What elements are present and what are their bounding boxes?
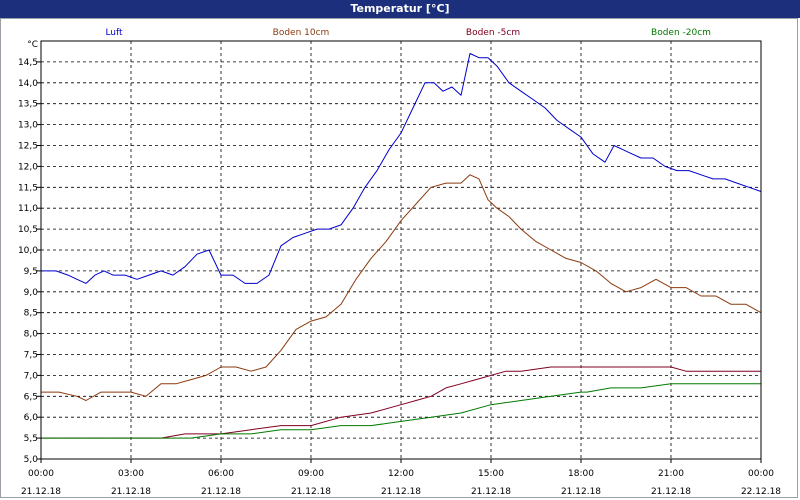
y-tick-label: 7,5 <box>24 351 38 361</box>
y-tick-label: 9,5 <box>24 267 38 277</box>
legend-entry-1: Luft <box>105 28 123 38</box>
chart-title: Temperatur [°C] <box>0 0 800 18</box>
x-tick-date-label: 21.12.18 <box>291 487 331 497</box>
series-line-1 <box>41 53 762 284</box>
y-tick-label: 14,0 <box>18 79 38 89</box>
y-tick-label: 12,0 <box>18 162 38 172</box>
x-tick-date-label: 21.12.18 <box>201 487 241 497</box>
y-tick-label: 6,0 <box>24 413 39 423</box>
series-layer <box>41 53 762 439</box>
x-tick-time-label: 18:00 <box>568 469 594 479</box>
legend-entry-2: Boden 10cm <box>273 28 330 38</box>
y-tick-label: 12,5 <box>18 142 38 152</box>
y-tick-label: 5,5 <box>24 434 38 444</box>
x-tick-date-label: 21.12.18 <box>651 487 691 497</box>
x-tick-time-label: 21:00 <box>658 469 684 479</box>
x-tick-date-label: 21.12.18 <box>381 487 421 497</box>
y-tick-label: 5,0 <box>24 455 39 465</box>
legend: Luft Boden 10cm Boden -5cm Boden -20cm <box>105 28 711 38</box>
x-tick-date-label: 21.12.18 <box>471 487 511 497</box>
series-line-2 <box>41 174 762 401</box>
x-tick-time-label: 00:00 <box>748 469 774 479</box>
legend-entry-4: Boden -20cm <box>651 28 711 38</box>
y-tick-label: 8,5 <box>24 309 38 319</box>
y-tick-label: 11,0 <box>18 204 38 214</box>
y-tick-label: 13,0 <box>18 121 38 131</box>
y-tick-label: 11,5 <box>18 183 38 193</box>
x-tick-date-label: 22.12.18 <box>741 487 781 497</box>
series-line-4 <box>41 383 761 439</box>
y-tick-label: 6,5 <box>24 392 38 402</box>
y-tick-label: 9,0 <box>24 288 39 298</box>
y-tick-label: 10,5 <box>18 225 38 235</box>
x-tick-date-label: 21.12.18 <box>111 487 151 497</box>
x-tick-time-label: 00:00 <box>28 469 54 479</box>
chart-frame: 5,0 5,5 6,0 6,5 7,0 7,5 8,0 8,5 9,0 9,5 10,0 10,5 11… <box>0 18 798 498</box>
legend-entry-3: Boden -5cm <box>466 28 520 38</box>
temperature-chart: 5,0 5,5 6,0 6,5 7,0 7,5 8,0 8,5 9,0 9,5 10,0 10,5 11… <box>18 28 781 497</box>
x-tick-date-label: 21.12.18 <box>21 487 61 497</box>
y-tick-label: 10,0 <box>18 246 38 256</box>
y-tick-label: 13,5 <box>18 100 38 110</box>
y-tick-label: 8,0 <box>24 330 39 340</box>
grid <box>41 41 761 459</box>
x-tick-date-label: 21.12.18 <box>561 487 601 497</box>
y-tick-label: 7,0 <box>24 371 39 381</box>
x-tick-time-label: 09:00 <box>298 469 324 479</box>
y-unit-label: °C <box>27 40 38 50</box>
axes: 5,0 5,5 6,0 6,5 7,0 7,5 8,0 8,5 9,0 9,5 10,0 10,5 11… <box>18 40 781 497</box>
series-line-3 <box>41 366 761 439</box>
x-tick-time-label: 12:00 <box>388 469 414 479</box>
x-tick-time-label: 03:00 <box>118 469 144 479</box>
y-tick-label: 14,5 <box>18 58 38 68</box>
x-tick-time-label: 06:00 <box>208 469 234 479</box>
x-tick-time-label: 15:00 <box>478 469 504 479</box>
